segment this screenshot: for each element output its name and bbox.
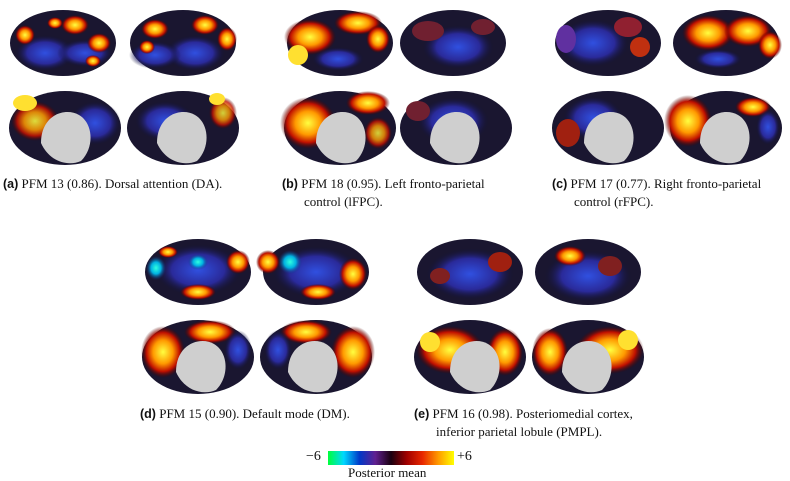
- caption-label: (a): [3, 177, 19, 191]
- caption-text: PFM 13 (0.86). Dorsal attention (DA).: [21, 176, 223, 191]
- caption-text: PFM 17 (0.77). Right fronto-parietal: [570, 176, 762, 191]
- panel-a: [5, 3, 245, 171]
- caption-label: (d): [140, 407, 156, 421]
- colorbar-title: Posterior mean: [348, 465, 427, 480]
- caption-text: PFM 16 (0.98). Posteriomedial cortex,: [432, 406, 633, 421]
- caption-b: (b) PFM 18 (0.95). Left fronto-parietal …: [282, 175, 532, 210]
- panel-d: [138, 232, 378, 400]
- brain-map-e: [414, 239, 644, 394]
- panel-e: [410, 232, 650, 400]
- caption-text-line2: control (lFPC).: [304, 194, 383, 209]
- brain-map-b: [280, 10, 512, 165]
- caption-text-line2: inferior parietal lobule (PMPL).: [436, 424, 603, 439]
- colorbar-gradient: [328, 451, 454, 465]
- brain-map-c: [552, 10, 782, 165]
- caption-c: (c) PFM 17 (0.77). Right fronto-parietal…: [552, 175, 790, 210]
- caption-e: (e) PFM 16 (0.98). Posteriomedial cortex…: [414, 405, 694, 440]
- caption-label: (e): [414, 407, 430, 421]
- caption-label: (c): [552, 177, 568, 191]
- brain-map-a: [9, 10, 239, 165]
- colorbar: −6 +6 Posterior mean: [306, 447, 496, 480]
- caption-text: PFM 18 (0.95). Left fronto-parietal: [301, 176, 485, 191]
- caption-text: PFM 15 (0.90). Default mode (DM).: [159, 406, 350, 421]
- colorbar-min-label: −6: [306, 449, 321, 464]
- caption-label: (b): [282, 177, 298, 191]
- caption-text-line2: control (rFPC).: [574, 194, 654, 209]
- brain-map-d: [141, 239, 375, 394]
- panel-c: [548, 3, 788, 171]
- panel-b: [278, 3, 518, 171]
- colorbar-max-label: +6: [457, 449, 472, 464]
- caption-d: (d) PFM 15 (0.90). Default mode (DM).: [140, 405, 400, 423]
- caption-a: (a) PFM 13 (0.86). Dorsal attention (DA)…: [3, 175, 253, 193]
